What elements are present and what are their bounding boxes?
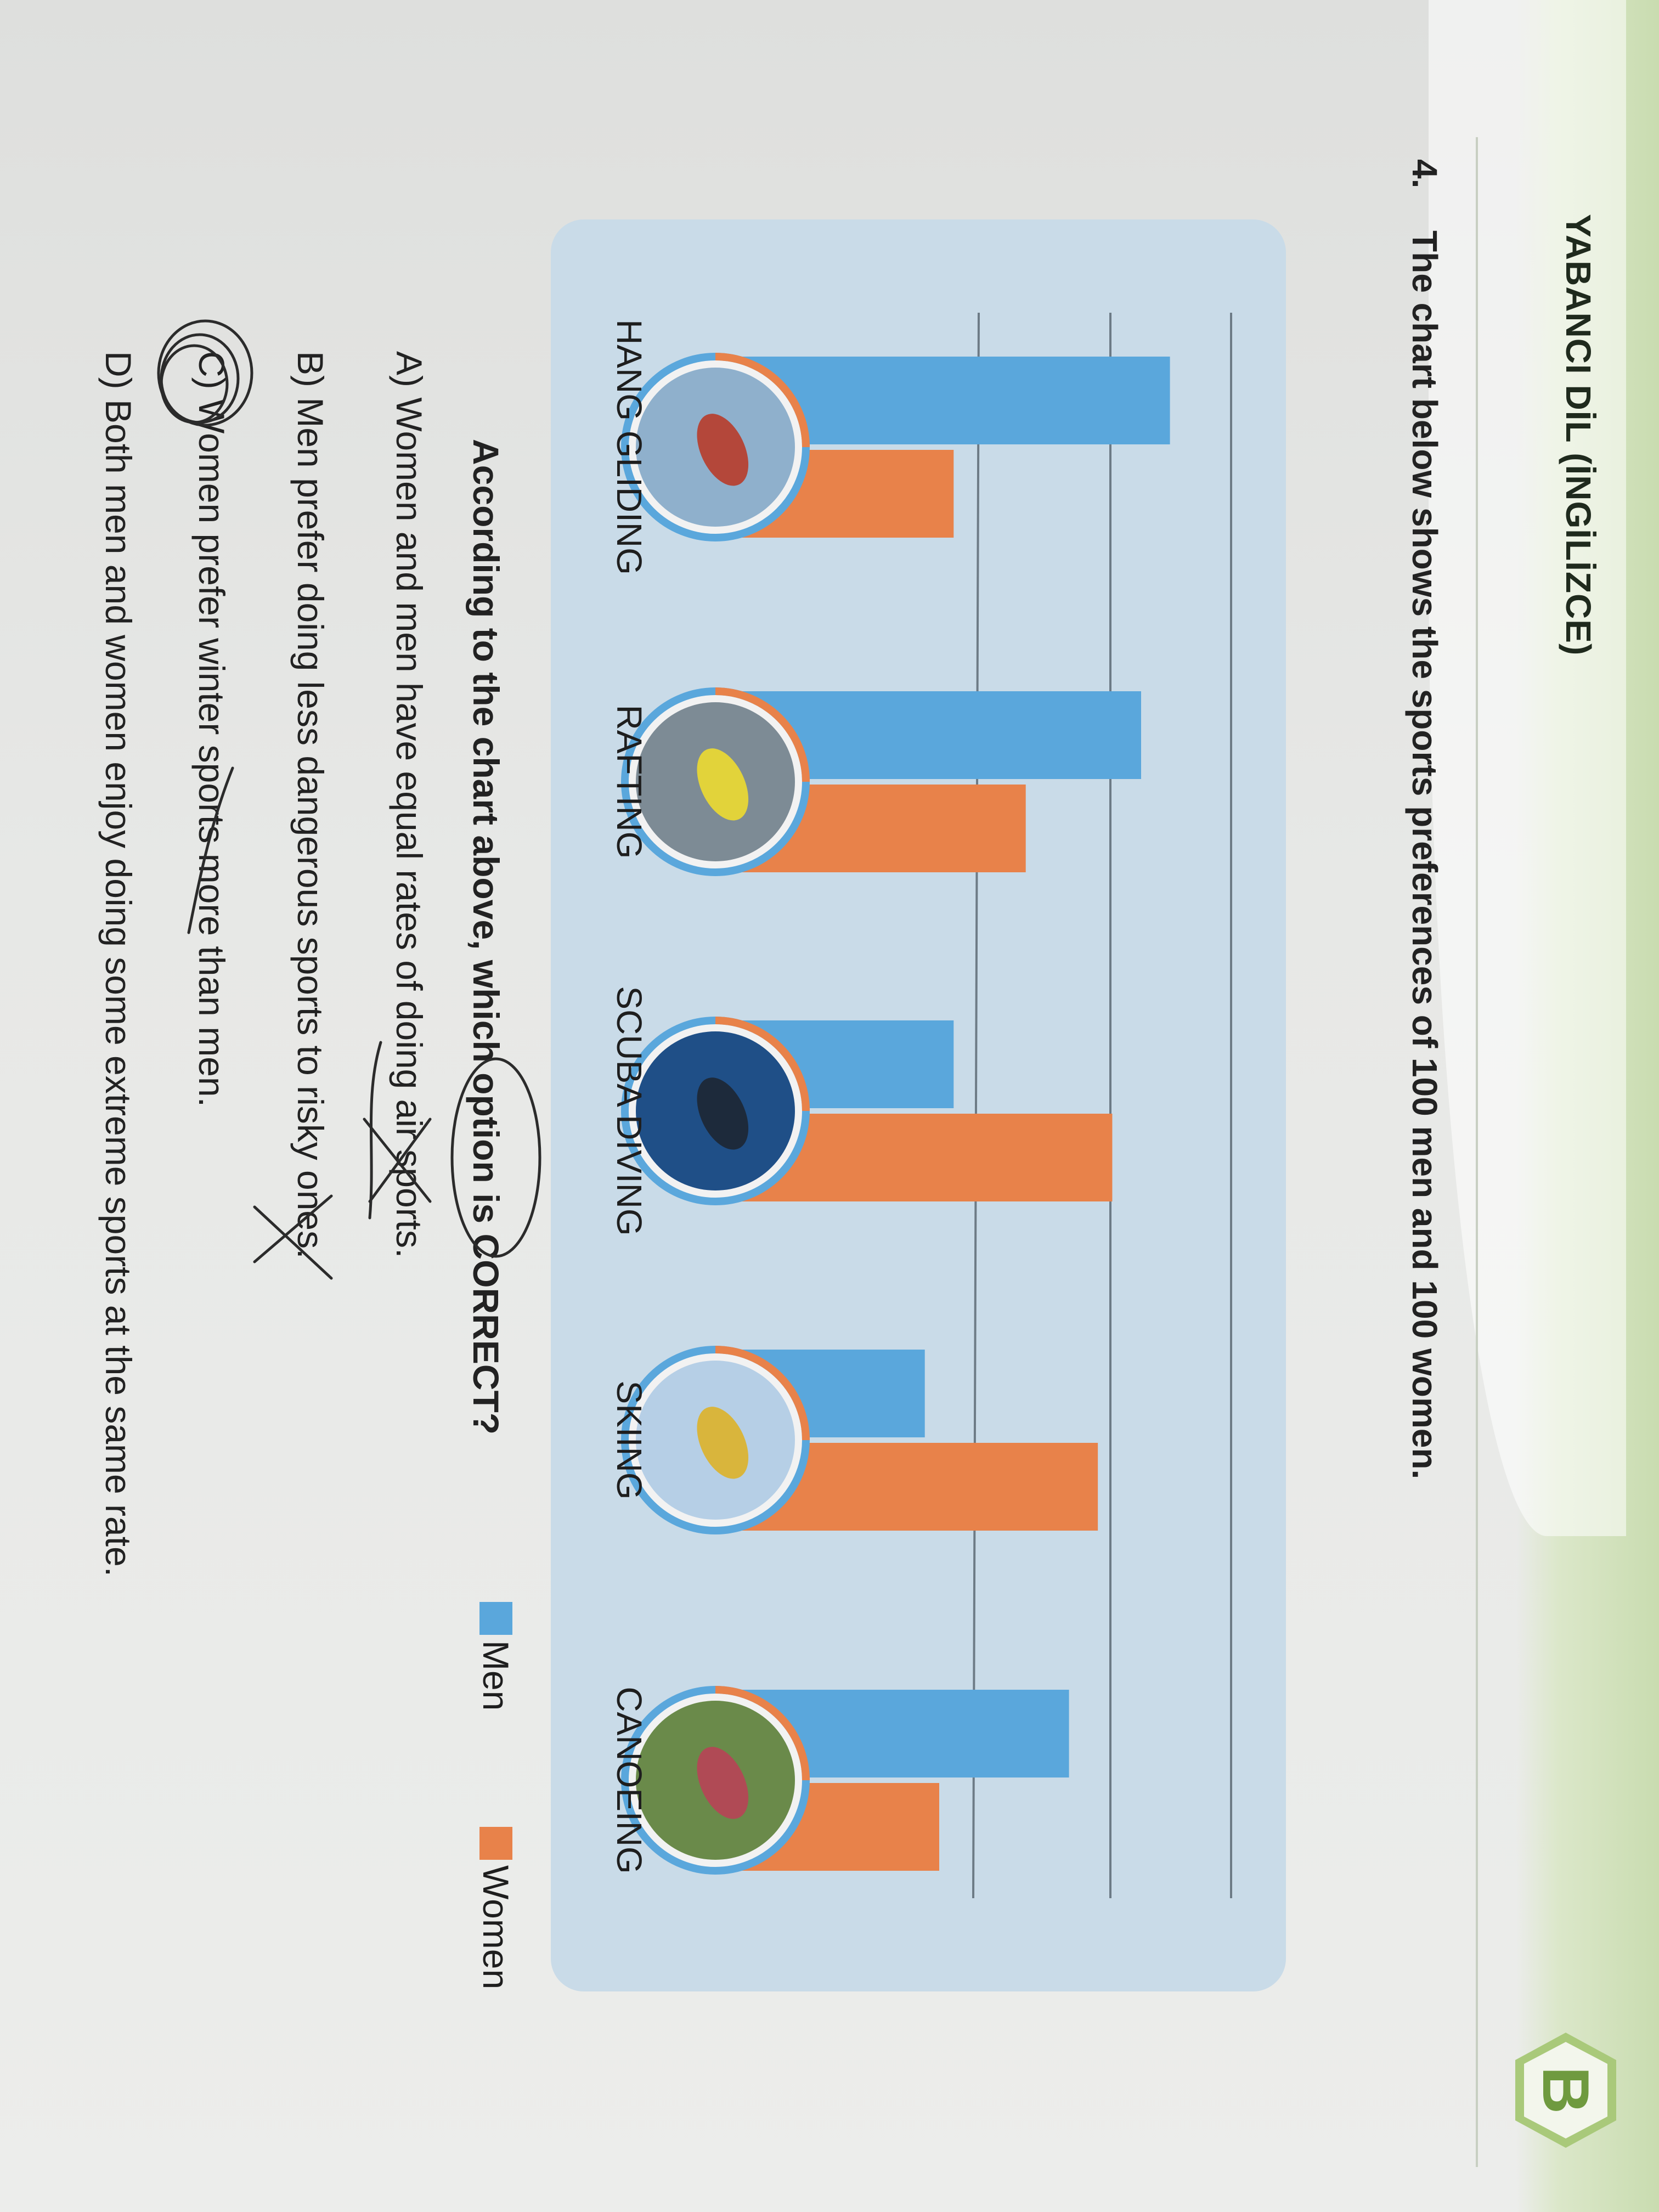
option-a[interactable]: A) Women and men have equal rates of doi… (389, 351, 430, 1259)
category-label: SKIING (610, 1380, 649, 1500)
category-label: SCUBA DIVING (610, 986, 649, 1236)
subject-title: YABANCI DİL (İNGİLİZCE) (1559, 214, 1598, 656)
booklet-badge: B (1511, 2030, 1621, 2151)
underline-mark (368, 1041, 382, 1220)
hexagon-icon (1515, 2033, 1616, 2148)
bar-women-rafting (737, 785, 1026, 872)
question-number: 4. (1405, 159, 1444, 189)
question-ask: According to the chart above, which opti… (466, 439, 506, 1435)
rafting-photo-icon (621, 687, 810, 876)
legend-swatch-women (479, 1827, 512, 1860)
bar-women-scuba-diving (737, 1114, 1113, 1201)
option-c[interactable]: C) Women prefer winter sports more than … (191, 351, 232, 1107)
bar-men-rafting (737, 691, 1141, 779)
category-label: CANOEING (610, 1686, 649, 1874)
question-prompt: The chart below shows the sports prefere… (1405, 230, 1444, 1480)
hang-gliding-photo-icon (621, 353, 810, 541)
option-b[interactable]: B) Men prefer doing less dangerous sport… (290, 351, 331, 1259)
bar-men-canoeing (737, 1690, 1069, 1778)
booklet-letter: B (1529, 2066, 1602, 2114)
bar-men-hang-gliding (737, 357, 1170, 444)
grid-line (972, 312, 980, 1899)
category-label: RAFTING (610, 704, 649, 859)
category-label: HANG GLIDING (610, 319, 649, 575)
option-d[interactable]: D) Both men and women enjoy doing some e… (98, 351, 139, 1577)
legend-label-women: Women (476, 1865, 516, 1990)
canoeing-photo-icon (621, 1686, 810, 1875)
legend-label-men: Men (476, 1640, 516, 1711)
header-rule (1476, 137, 1478, 2167)
bar-women-skiing (737, 1443, 1098, 1531)
scuba-diving-photo-icon (621, 1017, 810, 1205)
skiing-photo-icon (621, 1346, 810, 1534)
bar-chart (621, 312, 1232, 1899)
legend-swatch-men (479, 1602, 512, 1635)
